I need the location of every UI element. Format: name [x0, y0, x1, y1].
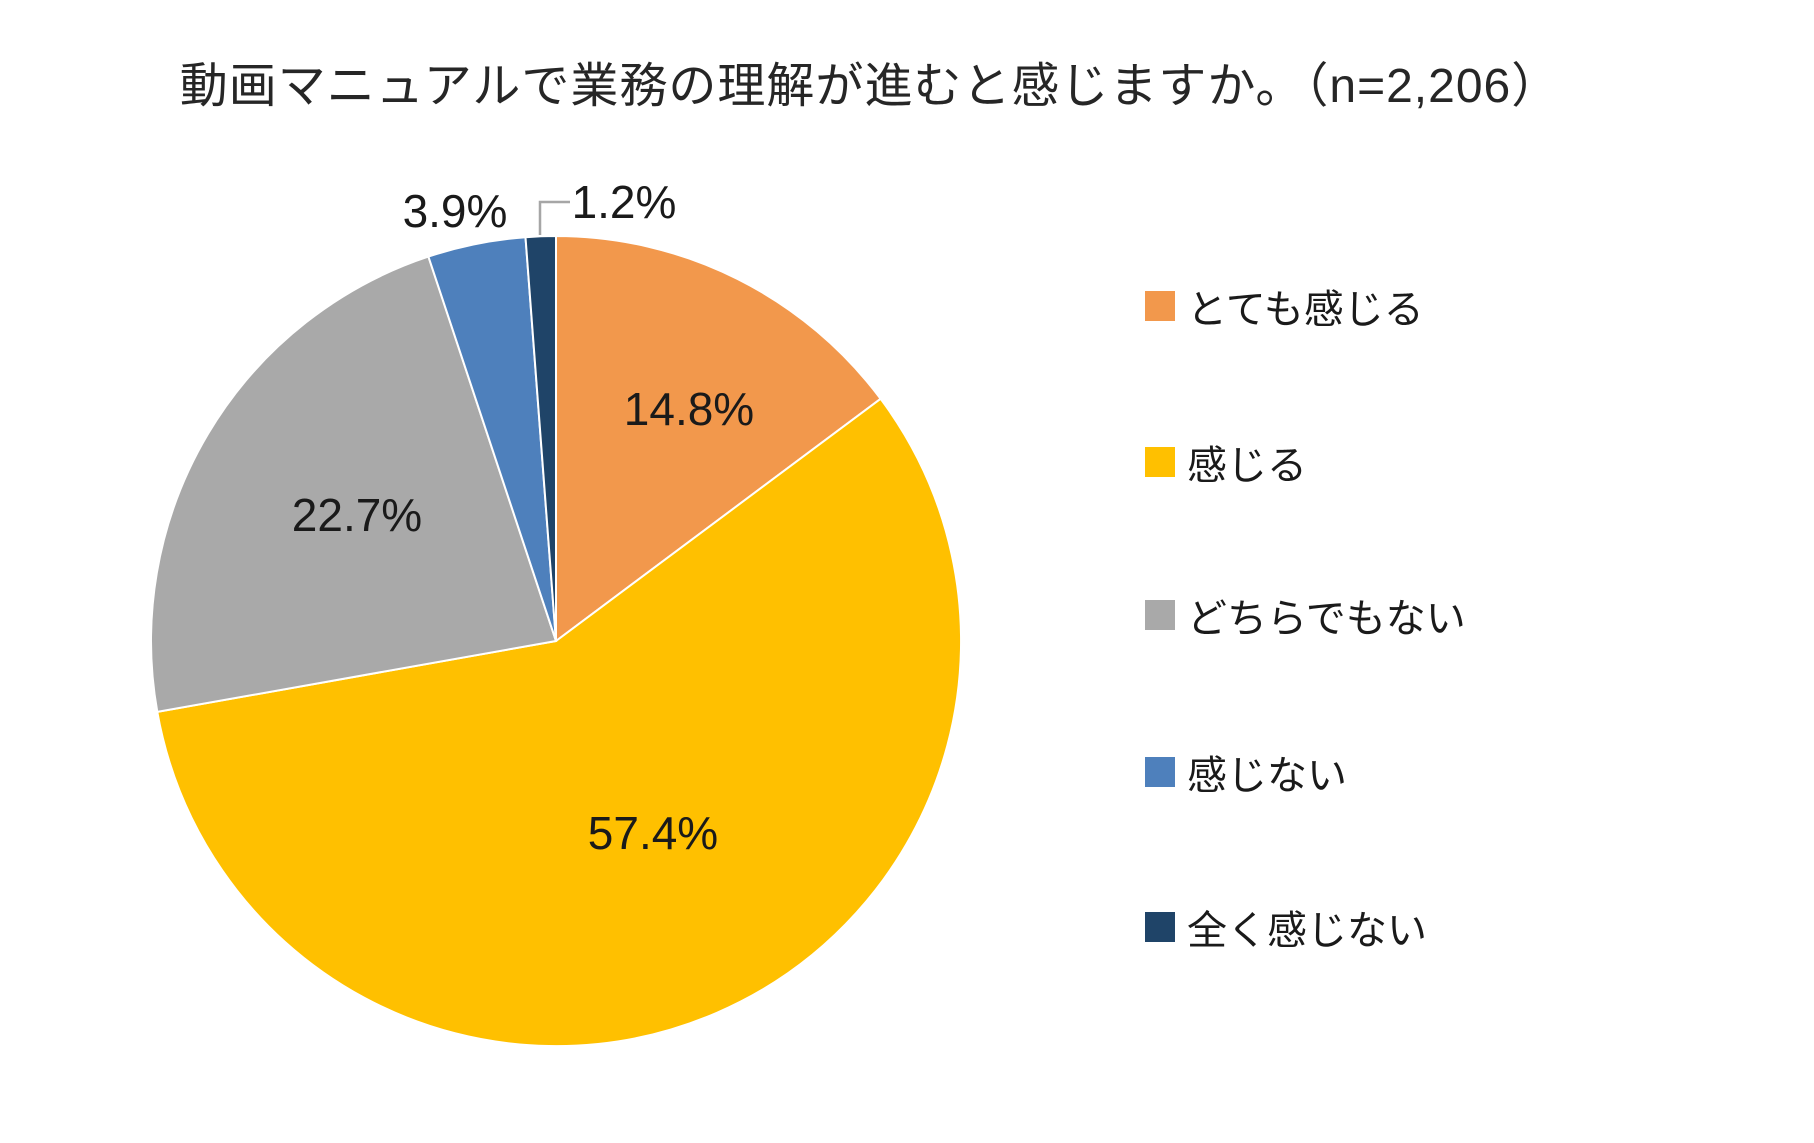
- slice-value-label-5: 1.2%: [572, 176, 677, 228]
- pie-slice-5: [524, 234, 557, 642]
- legend-swatch-blue: [1145, 757, 1175, 787]
- slice-value-label-3: 22.7%: [292, 489, 422, 541]
- legend-swatch-navy: [1145, 912, 1175, 942]
- legend-item-dochirademonai: どちらでもない: [1145, 593, 1466, 641]
- legend-item-mattaku-kanjinai: 全く感じない: [1145, 905, 1427, 953]
- pie-slice-1: [555, 234, 882, 643]
- callout-leader-line: [538, 200, 570, 235]
- legend: とても感じる 感じる どちらでもない 感じない 全く感じない: [1145, 0, 1645, 1143]
- legend-swatch-gray: [1145, 600, 1175, 630]
- legend-label: どちらでもない: [1187, 597, 1466, 641]
- pie-slice-2: [156, 397, 963, 1048]
- legend-label: 感じない: [1187, 754, 1347, 798]
- slice-value-label-1: 14.8%: [624, 383, 754, 435]
- legend-label: 全く感じない: [1187, 909, 1427, 953]
- chart-title: 動画マニュアルで業務の理解が進むと感じますか。（n=2,206）: [179, 60, 1561, 113]
- legend-label: 感じる: [1187, 444, 1307, 488]
- slice-value-label-4: 3.9%: [403, 185, 508, 237]
- legend-swatch-yellow: [1145, 447, 1175, 477]
- legend-swatch-orange: [1145, 291, 1175, 321]
- legend-item-kanjinai: 感じない: [1145, 750, 1347, 798]
- legend-item-kanjiru: 感じる: [1145, 440, 1307, 488]
- legend-item-totemo-kanjiru: とても感じる: [1145, 284, 1424, 332]
- pie-slice-3: [150, 255, 558, 714]
- legend-label: とても感じる: [1187, 288, 1424, 332]
- slice-value-label-2: 57.4%: [588, 807, 718, 859]
